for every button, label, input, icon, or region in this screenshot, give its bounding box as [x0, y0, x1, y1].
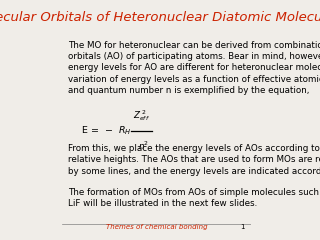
Text: 1: 1 — [241, 224, 245, 230]
Text: The formation of MOs from AOs of simple molecules such as LiH and
LiF will be il: The formation of MOs from AOs of simple … — [68, 188, 320, 208]
Text: Molecular Orbitals of Heteronuclear Diatomic Molecules: Molecular Orbitals of Heteronuclear Diat… — [0, 11, 320, 24]
Text: $n^2$: $n^2$ — [138, 140, 150, 152]
Text: From this, we place the energy levels of AOs according to their
relative heights: From this, we place the energy levels of… — [68, 144, 320, 176]
Text: Themes of chemical bonding: Themes of chemical bonding — [106, 224, 207, 230]
Text: $Z_{eff}^{\ 2}$: $Z_{eff}^{\ 2}$ — [133, 108, 150, 123]
Text: The MO for heteronuclear can be derived from combination of atomic
orbitals (AO): The MO for heteronuclear can be derived … — [68, 41, 320, 95]
Text: E =  $-$  $R_H$: E = $-$ $R_H$ — [81, 124, 131, 137]
